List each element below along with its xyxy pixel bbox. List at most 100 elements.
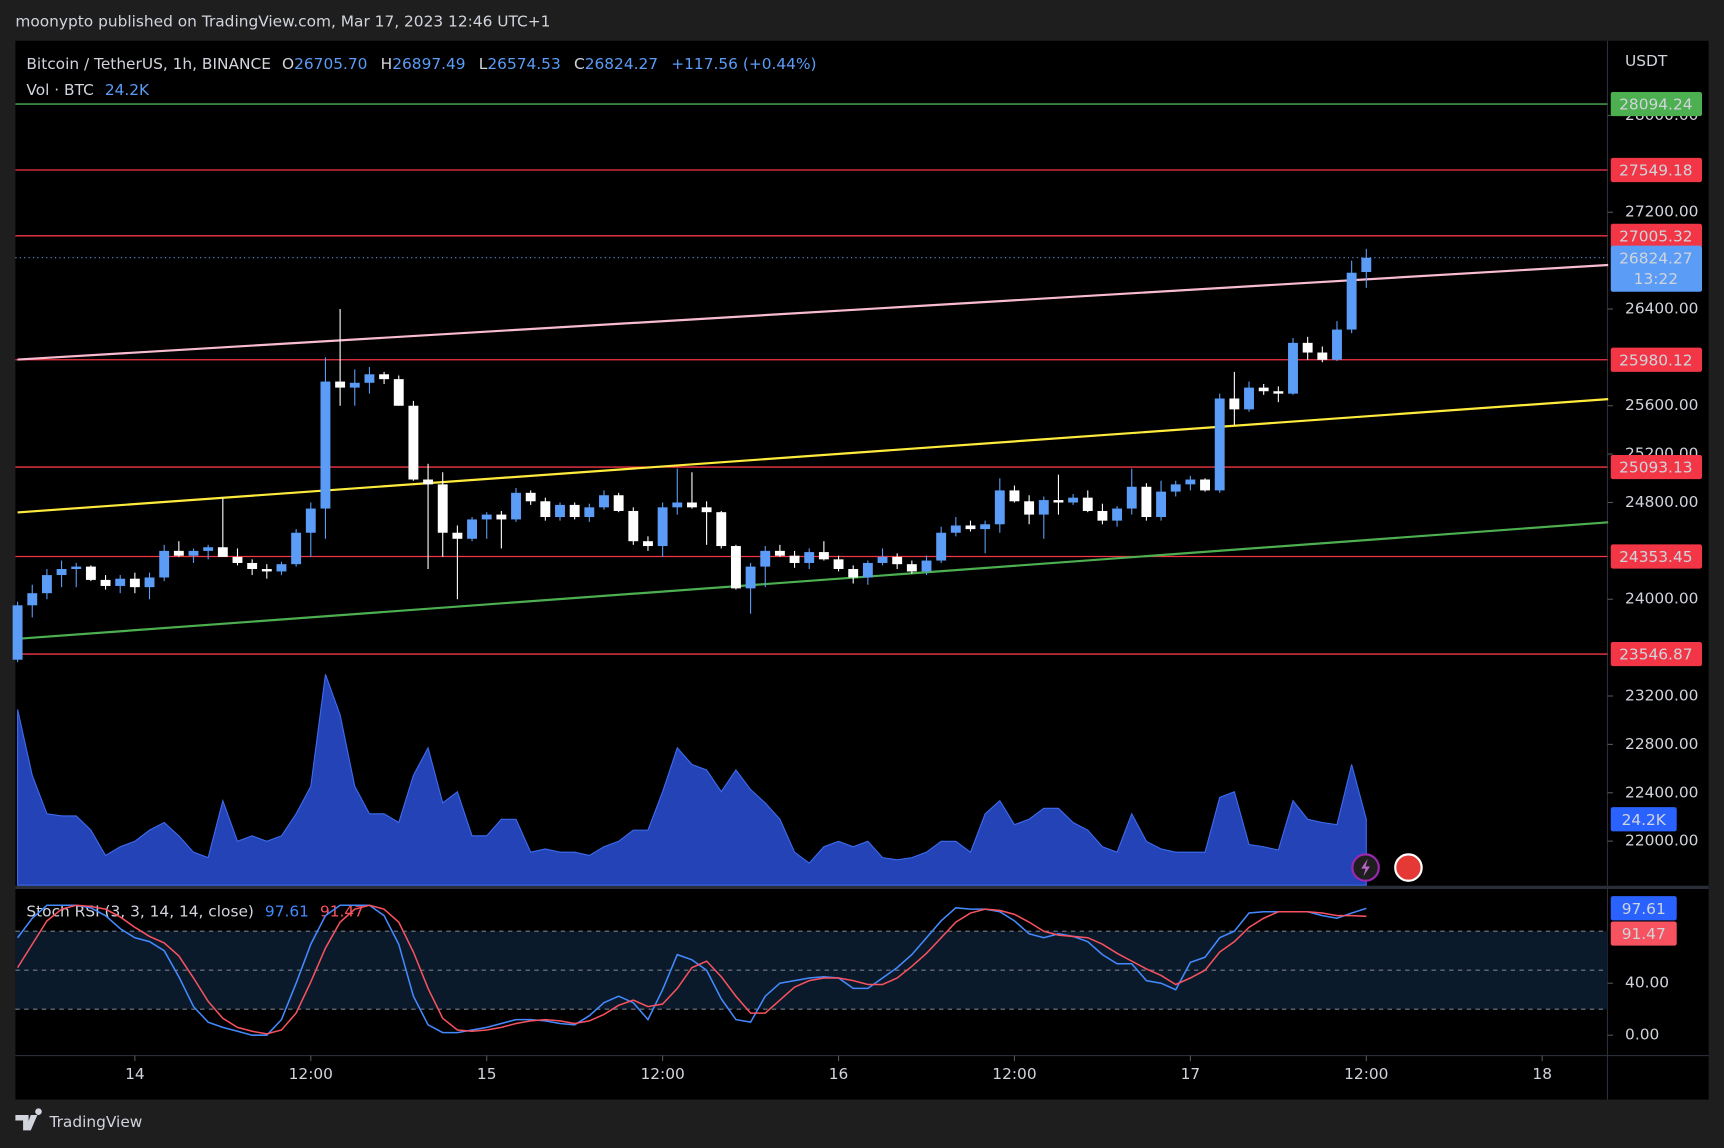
candle-body — [276, 564, 287, 572]
candle-body — [320, 381, 331, 509]
symbol: Bitcoin / TetherUS, 1h, BINANCE — [26, 54, 271, 72]
x-tick-label: 17 — [1181, 1065, 1201, 1083]
candle-body — [701, 507, 712, 513]
candle-body — [716, 512, 727, 547]
stoch-tick-label: 0.00 — [1625, 1026, 1659, 1044]
candle-body — [423, 479, 434, 485]
x-tick-label: 12:00 — [289, 1065, 333, 1083]
candle-body — [657, 507, 668, 547]
brand-name: TradingView — [48, 1113, 142, 1131]
trendline — [17, 263, 1609, 361]
stoch-tag: 91.47 — [1622, 925, 1666, 943]
alert-bolt — [1361, 858, 1370, 877]
ohlc-value: 26824.27 — [585, 54, 658, 72]
candle-body — [628, 510, 639, 542]
y-tick-label: 22800.00 — [1625, 735, 1698, 753]
candle-body — [965, 525, 976, 530]
level-tag: 25093.13 — [1619, 459, 1692, 477]
volume-tag: 24.2K — [1622, 811, 1667, 829]
candle-body — [247, 562, 258, 570]
level-tag: 24353.45 — [1619, 548, 1692, 566]
candle-body — [789, 555, 800, 563]
candle-body — [980, 524, 991, 530]
ohlc-key: C — [574, 54, 585, 72]
candle-body — [760, 550, 771, 567]
candle-body — [217, 547, 228, 557]
candle-body — [437, 484, 448, 533]
y-tick-label: 24800.00 — [1625, 493, 1698, 511]
candle-body — [261, 569, 272, 572]
candle-body — [1053, 500, 1064, 503]
trendline — [17, 397, 1609, 514]
candle-body — [1170, 484, 1181, 492]
candle-body — [672, 502, 683, 508]
candle-body — [774, 550, 785, 556]
candle-body — [1302, 342, 1313, 353]
candle-body — [188, 550, 199, 556]
stoch-tag-box — [1610, 896, 1677, 921]
candle-body — [540, 501, 551, 518]
candle-body — [1082, 497, 1093, 511]
candle-body — [1024, 501, 1035, 515]
level-tag: 28094.24 — [1619, 96, 1692, 114]
candle-body — [994, 490, 1005, 525]
candle-body — [41, 575, 52, 594]
candle-body — [12, 605, 23, 660]
candle-body — [71, 566, 82, 570]
candle-body — [1288, 342, 1298, 394]
level-tag: 27549.18 — [1619, 162, 1692, 180]
x-tick-label: 12:00 — [640, 1065, 684, 1083]
flag-icon — [1394, 853, 1423, 882]
candle-body — [1361, 257, 1372, 273]
candle-body — [1317, 352, 1328, 360]
brand-logo: TradingView — [15, 1108, 142, 1131]
candle-body — [1141, 486, 1152, 518]
candle-body — [144, 577, 155, 588]
candle-body — [452, 532, 463, 539]
countdown: 13:22 — [1634, 270, 1678, 288]
candle-body — [818, 552, 829, 560]
candle-body — [833, 559, 844, 570]
last-price-tag: 26824.27 — [1619, 249, 1692, 267]
stoch-last: 91.47 — [320, 902, 364, 920]
symbol-legend: Bitcoin / TetherUS, 1h, BINANCE O26705.70… — [26, 54, 816, 72]
candle-body — [848, 569, 859, 578]
stoch-tick-label: 40.00 — [1625, 974, 1669, 992]
stoch-tag-box — [1610, 921, 1677, 946]
candle-body — [291, 532, 302, 565]
candle-body — [1214, 398, 1225, 491]
y-tick-label: 22400.00 — [1625, 783, 1698, 801]
candle-body — [936, 532, 947, 561]
candle-body — [496, 514, 507, 520]
candle-body — [85, 566, 96, 580]
level-tag-box — [1610, 91, 1703, 117]
candle-body — [173, 550, 184, 556]
candle-body — [877, 556, 888, 563]
ohlc-value: 26574.53 — [487, 54, 560, 72]
candle-body — [1126, 486, 1137, 509]
candle-body — [1273, 391, 1284, 394]
candle-body — [364, 374, 375, 383]
candle-body — [481, 514, 492, 520]
candle-body — [921, 560, 932, 572]
candle-body — [335, 381, 346, 388]
stoch-line — [16, 904, 1367, 1036]
candle-body — [511, 492, 521, 520]
chart-area — [15, 40, 1709, 1100]
candle-body — [525, 492, 536, 502]
volume-tag-box — [1610, 807, 1677, 832]
published-line: moonypto published on TradingView.com, M… — [15, 13, 550, 31]
candle-body — [1258, 387, 1269, 392]
candle-body — [1009, 490, 1020, 502]
candle-body — [555, 504, 565, 518]
candle-body — [599, 495, 609, 508]
candle-body — [1229, 398, 1240, 410]
candle-body — [906, 564, 917, 572]
level-tag-box — [1610, 347, 1703, 372]
candle-body — [379, 374, 390, 380]
ohlc-key: O — [282, 54, 294, 72]
candle-body — [613, 495, 624, 511]
x-tick-label: 16 — [829, 1065, 849, 1083]
volume-name: Vol · BTC — [26, 81, 93, 99]
candle-body — [393, 379, 404, 406]
